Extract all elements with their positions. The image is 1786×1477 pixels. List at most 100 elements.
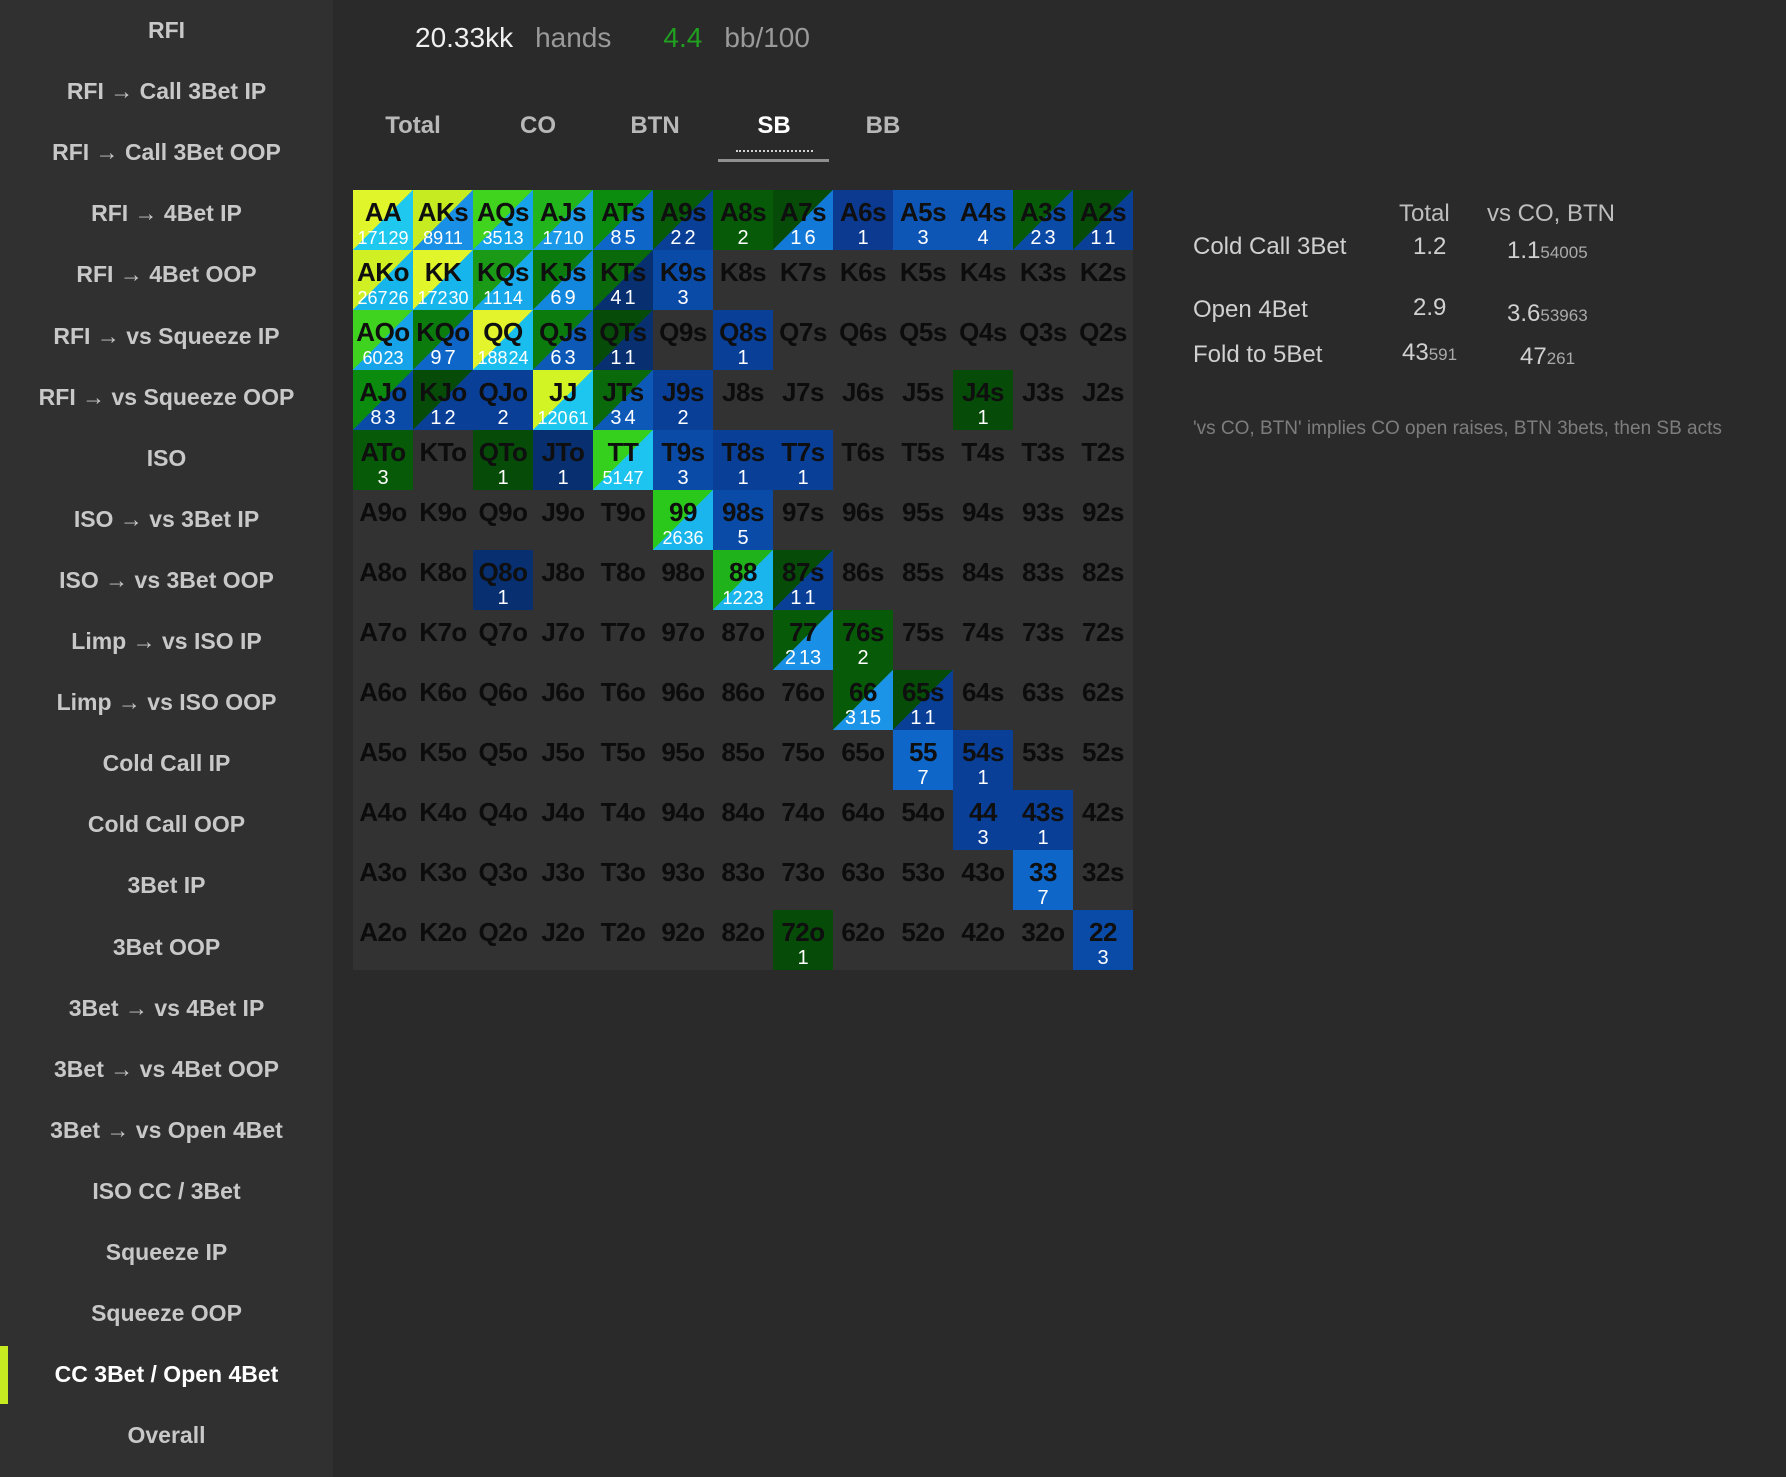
hand-cell-kqs[interactable]: KQs 1114 bbox=[473, 250, 533, 310]
hand-cell-33[interactable]: 33 7 bbox=[1013, 850, 1073, 910]
hand-cell-ako[interactable]: AKo 26726 bbox=[353, 250, 413, 310]
hand-cell-64s[interactable]: 64s bbox=[953, 670, 1013, 730]
hand-cell-53o[interactable]: 53o bbox=[893, 850, 953, 910]
sidebar-item-limp-vs-iso-ip[interactable]: Limp → vs ISO IP bbox=[71, 628, 262, 654]
hand-cell-85s[interactable]: 85s bbox=[893, 550, 953, 610]
hand-cell-kto[interactable]: KTo bbox=[413, 430, 473, 490]
hand-cell-97o[interactable]: 97o bbox=[653, 610, 713, 670]
hand-cell-q8s[interactable]: Q8s 1 bbox=[713, 310, 773, 370]
hand-cell-66[interactable]: 66 3 15 bbox=[833, 670, 893, 730]
hand-cell-a3s[interactable]: A3s 2 3 bbox=[1013, 190, 1073, 250]
hand-cell-q5s[interactable]: Q5s bbox=[893, 310, 953, 370]
hand-cell-43o[interactable]: 43o bbox=[953, 850, 1013, 910]
hand-cell-k5s[interactable]: K5s bbox=[893, 250, 953, 310]
hand-cell-k2o[interactable]: K2o bbox=[413, 910, 473, 970]
hand-cell-t2s[interactable]: T2s bbox=[1073, 430, 1133, 490]
hand-cell-a6o[interactable]: A6o bbox=[353, 670, 413, 730]
hand-cell-54o[interactable]: 54o bbox=[893, 790, 953, 850]
hand-cell-k8o[interactable]: K8o bbox=[413, 550, 473, 610]
hand-cell-a8o[interactable]: A8o bbox=[353, 550, 413, 610]
hand-cell-55[interactable]: 55 7 bbox=[893, 730, 953, 790]
hand-cell-j6o[interactable]: J6o bbox=[533, 670, 593, 730]
hand-cell-64o[interactable]: 64o bbox=[833, 790, 893, 850]
hand-cell-j5s[interactable]: J5s bbox=[893, 370, 953, 430]
hand-cell-83o[interactable]: 83o bbox=[713, 850, 773, 910]
hand-cell-aa[interactable]: AA 17129 bbox=[353, 190, 413, 250]
hand-cell-aks[interactable]: AKs 8911 bbox=[413, 190, 473, 250]
hand-cell-j7s[interactable]: J7s bbox=[773, 370, 833, 430]
hand-cell-86s[interactable]: 86s bbox=[833, 550, 893, 610]
hand-cell-j9o[interactable]: J9o bbox=[533, 490, 593, 550]
hand-cell-a7s[interactable]: A7s 1 6 bbox=[773, 190, 833, 250]
hand-cell-a6s[interactable]: A6s 1 bbox=[833, 190, 893, 250]
hand-cell-qts[interactable]: QTs 1 1 bbox=[593, 310, 653, 370]
hand-cell-j3s[interactable]: J3s bbox=[1013, 370, 1073, 430]
sidebar-item-rfi-4bet-ip[interactable]: RFI → 4Bet IP bbox=[91, 200, 242, 227]
hand-cell-kjo[interactable]: KJo 1 2 bbox=[413, 370, 473, 430]
hand-cell-83s[interactable]: 83s bbox=[1013, 550, 1073, 610]
hand-cell-87s[interactable]: 87s 1 1 bbox=[773, 550, 833, 610]
hand-cell-a8s[interactable]: A8s 2 bbox=[713, 190, 773, 250]
hand-cell-j8s[interactable]: J8s bbox=[713, 370, 773, 430]
hand-cell-t6o[interactable]: T6o bbox=[593, 670, 653, 730]
hand-cell-t9s[interactable]: T9s 3 bbox=[653, 430, 713, 490]
hand-cell-j4s[interactable]: J4s 1 bbox=[953, 370, 1013, 430]
hand-cell-92s[interactable]: 92s bbox=[1073, 490, 1133, 550]
hand-cell-q2s[interactable]: Q2s bbox=[1073, 310, 1133, 370]
tab-bb[interactable]: BB bbox=[865, 112, 901, 139]
sidebar-item-3bet-vs-open-4bet[interactable]: 3Bet → vs Open 4Bet bbox=[50, 1116, 283, 1143]
hand-cell-62s[interactable]: 62s bbox=[1073, 670, 1133, 730]
hand-cell-q9s[interactable]: Q9s bbox=[653, 310, 713, 370]
hand-cell-t5o[interactable]: T5o bbox=[593, 730, 653, 790]
sidebar-item-overall[interactable]: Overall bbox=[127, 1422, 206, 1449]
hand-cell-k4s[interactable]: K4s bbox=[953, 250, 1013, 310]
hand-cell-95s[interactable]: 95s bbox=[893, 490, 953, 550]
hand-cell-j2o[interactable]: J2o bbox=[533, 910, 593, 970]
hand-cell-k3o[interactable]: K3o bbox=[413, 850, 473, 910]
hand-cell-99[interactable]: 99 2636 bbox=[653, 490, 713, 550]
hand-cell-t4s[interactable]: T4s bbox=[953, 430, 1013, 490]
hand-cell-95o[interactable]: 95o bbox=[653, 730, 713, 790]
hand-cell-42o[interactable]: 42o bbox=[953, 910, 1013, 970]
hand-cell-42s[interactable]: 42s bbox=[1073, 790, 1133, 850]
hand-cell-t7s[interactable]: T7s 1 bbox=[773, 430, 833, 490]
hand-cell-j8o[interactable]: J8o bbox=[533, 550, 593, 610]
sidebar-item-rfi-vs-squeeze-ip[interactable]: RFI → vs Squeeze IP bbox=[53, 322, 280, 349]
hand-cell-54s[interactable]: 54s 1 bbox=[953, 730, 1013, 790]
sidebar-item-squeeze-ip[interactable]: Squeeze IP bbox=[105, 1239, 228, 1265]
sidebar-item-rfi[interactable]: RFI bbox=[147, 17, 186, 43]
hand-cell-k9s[interactable]: K9s 3 bbox=[653, 250, 713, 310]
hand-cell-ajo[interactable]: AJo 8 3 bbox=[353, 370, 413, 430]
tab-co[interactable]: CO bbox=[520, 112, 556, 139]
hand-cell-52o[interactable]: 52o bbox=[893, 910, 953, 970]
hand-cell-t3s[interactable]: T3s bbox=[1013, 430, 1073, 490]
hand-cell-k2s[interactable]: K2s bbox=[1073, 250, 1133, 310]
hand-cell-qjs[interactable]: QJs 6 3 bbox=[533, 310, 593, 370]
sidebar-item-iso[interactable]: ISO bbox=[146, 444, 187, 471]
hand-cell-a5s[interactable]: A5s 3 bbox=[893, 190, 953, 250]
hand-cell-j3o[interactable]: J3o bbox=[533, 850, 593, 910]
hand-cell-k9o[interactable]: K9o bbox=[413, 490, 473, 550]
hand-cell-74o[interactable]: 74o bbox=[773, 790, 833, 850]
hand-cell-k6o[interactable]: K6o bbox=[413, 670, 473, 730]
hand-cell-74s[interactable]: 74s bbox=[953, 610, 1013, 670]
hand-cell-aqo[interactable]: AQo 6023 bbox=[353, 310, 413, 370]
hand-cell-q4s[interactable]: Q4s bbox=[953, 310, 1013, 370]
sidebar-item-squeeze-oop[interactable]: Squeeze OOP bbox=[91, 1300, 242, 1327]
hand-cell-kts[interactable]: KTs 4 1 bbox=[593, 250, 653, 310]
hand-cell-a3o[interactable]: A3o bbox=[353, 850, 413, 910]
hand-cell-qto[interactable]: QTo 1 bbox=[473, 430, 533, 490]
hand-cell-jj[interactable]: JJ 12061 bbox=[533, 370, 593, 430]
hand-cell-a4s[interactable]: A4s 4 bbox=[953, 190, 1013, 250]
hand-cell-a5o[interactable]: A5o bbox=[353, 730, 413, 790]
hand-cell-87o[interactable]: 87o bbox=[713, 610, 773, 670]
hand-cell-97s[interactable]: 97s bbox=[773, 490, 833, 550]
hand-cell-ats[interactable]: ATs 8 5 bbox=[593, 190, 653, 250]
hand-cell-63o[interactable]: 63o bbox=[833, 850, 893, 910]
hand-cell-84s[interactable]: 84s bbox=[953, 550, 1013, 610]
sidebar-item-iso-vs-3bet-oop[interactable]: ISO → vs 3Bet OOP bbox=[59, 566, 274, 593]
hand-cell-a9o[interactable]: A9o bbox=[353, 490, 413, 550]
hand-cell-ajs[interactable]: AJs 1710 bbox=[533, 190, 593, 250]
hand-cell-a7o[interactable]: A7o bbox=[353, 610, 413, 670]
tab-sb[interactable]: SB bbox=[757, 112, 791, 139]
